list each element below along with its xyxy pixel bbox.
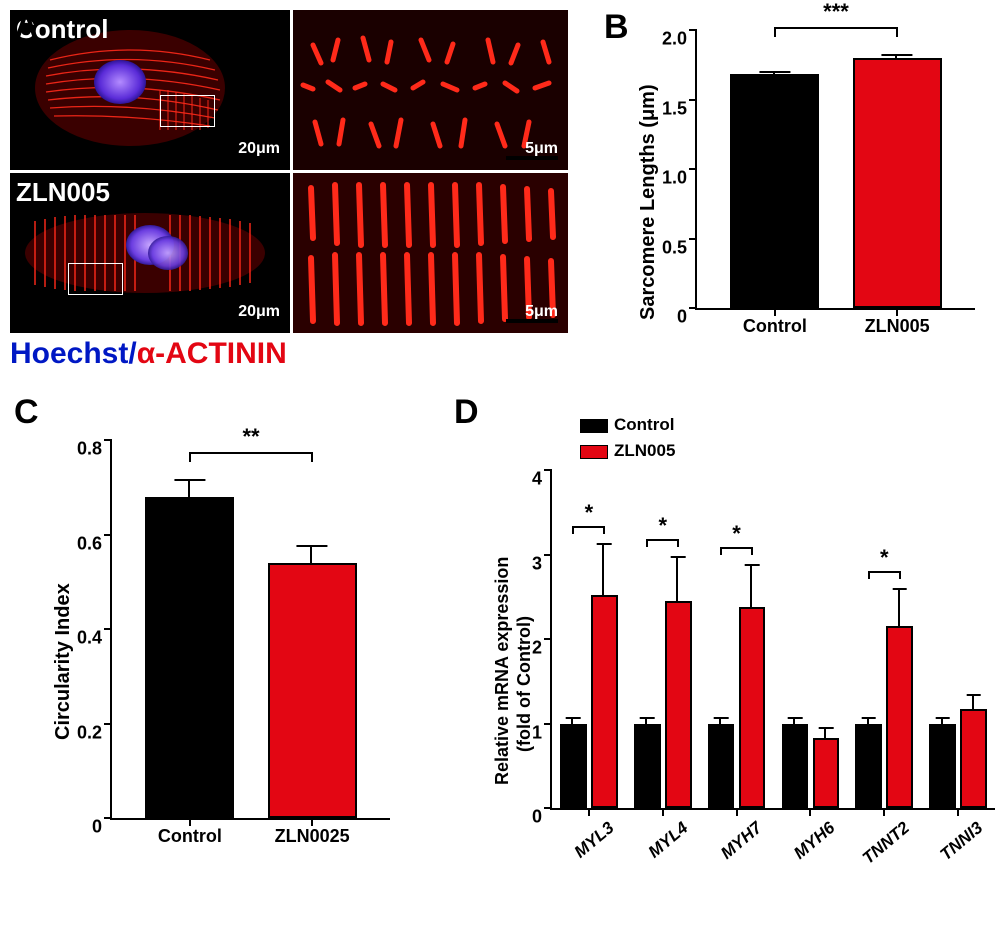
microscopy-grid: Control 20μm 5μm <box>10 10 590 333</box>
sig-stars: *** <box>823 7 849 17</box>
gene-label: TNNI3 <box>937 818 987 865</box>
bar <box>855 724 882 809</box>
stain-actinin: α-ACTININ <box>137 337 287 370</box>
legend-swatch-treatment <box>580 445 608 459</box>
bar-zln0025 <box>268 563 357 818</box>
xlabel: Control <box>743 316 807 337</box>
bar <box>665 601 692 808</box>
gene-label: MYH7 <box>717 818 766 864</box>
gene-label: MYL3 <box>570 818 618 862</box>
micro-zln-zoom: 5μm <box>293 173 568 333</box>
panel-c-label: C <box>14 393 39 432</box>
panel-d-label: D <box>454 393 479 432</box>
micro-control-main: Control 20μm <box>10 10 290 170</box>
figure-grid: A <box>10 10 993 895</box>
zoom-box-zln <box>68 263 123 295</box>
bar <box>634 724 661 809</box>
stain-slash: / <box>128 337 136 370</box>
scalebar-control-zoom: 5μm <box>525 140 558 160</box>
legend-d: Control ZLN005 <box>580 415 675 467</box>
sig-stars: * <box>585 508 594 518</box>
ylabel-b: Sarcomere Lengths (μm) <box>637 84 660 320</box>
chart-circularity: Circularity Index 00.20.40.60.8ControlZL… <box>110 440 390 870</box>
xlabel: ZLN0025 <box>275 826 350 847</box>
chart-mrna: Relative mRNA expression (fold of Contro… <box>550 415 1000 855</box>
bar <box>739 607 766 808</box>
scalebar-control-main: 20μm <box>238 140 280 160</box>
sig-stars: ** <box>242 432 259 442</box>
bar <box>560 724 587 809</box>
scalebar-line <box>214 319 280 323</box>
bar <box>886 626 913 808</box>
sig-stars: * <box>658 521 667 531</box>
scalebar-line <box>214 156 280 160</box>
panel-a-label: A <box>14 8 39 47</box>
scalebar-zln-zoom: 5μm <box>525 303 558 323</box>
bar <box>591 595 618 808</box>
legend-label-treatment: ZLN005 <box>614 441 675 460</box>
legend-label-control: Control <box>614 415 674 434</box>
ylabel-d1: Relative mRNA expression <box>492 557 513 785</box>
legend-row: ZLN005 <box>580 441 675 461</box>
condition-label-zln: ZLN005 <box>16 177 110 208</box>
sig-stars: * <box>880 553 889 563</box>
panel-a: A <box>10 10 590 380</box>
legend-row: Control <box>580 415 675 435</box>
legend-swatch-control <box>580 419 608 433</box>
zoom-box-control <box>160 95 215 127</box>
bar-control <box>730 74 819 308</box>
gene-label: MYH6 <box>790 818 839 864</box>
bar-control <box>145 497 234 818</box>
bar <box>708 724 735 809</box>
plot-b: 00.51.01.52.0ControlZLN005*** <box>695 30 975 310</box>
plot-d: 01234*MYL3*MYL4*MYH7MYH6*TNNT2TNNI3 <box>550 470 995 810</box>
bar <box>813 738 840 808</box>
micro-control-zoom: 5μm <box>293 10 568 170</box>
panel-b-label: B <box>604 8 629 47</box>
bar-zln005 <box>853 58 942 308</box>
gene-label: TNNT2 <box>859 818 914 869</box>
scalebar-zln-main: 20μm <box>238 303 280 323</box>
bar <box>929 724 956 809</box>
ylabel-c: Circularity Index <box>52 583 75 740</box>
panel-b: B Sarcomere Lengths (μm) 00.51.01.52.0Co… <box>600 10 1000 380</box>
bar <box>960 709 987 808</box>
sig-stars: * <box>732 529 741 539</box>
panel-d: D Relative mRNA expression (fold of Cont… <box>450 395 1003 895</box>
bar <box>782 724 809 809</box>
stain-hoechst: Hoechst <box>10 337 128 370</box>
chart-sarcomere: Sarcomere Lengths (μm) 00.51.01.52.0Cont… <box>695 30 975 340</box>
stain-caption: Hoechst/α-ACTININ <box>10 337 590 371</box>
plot-c: 00.20.40.60.8ControlZLN0025** <box>110 440 390 820</box>
xlabel: ZLN005 <box>865 316 930 337</box>
xlabel: Control <box>158 826 222 847</box>
gene-label: MYL4 <box>644 818 692 862</box>
scalebar-line <box>506 156 558 160</box>
scalebar-line <box>506 319 558 323</box>
micro-zln-main: ZLN005 20μm <box>10 173 290 333</box>
